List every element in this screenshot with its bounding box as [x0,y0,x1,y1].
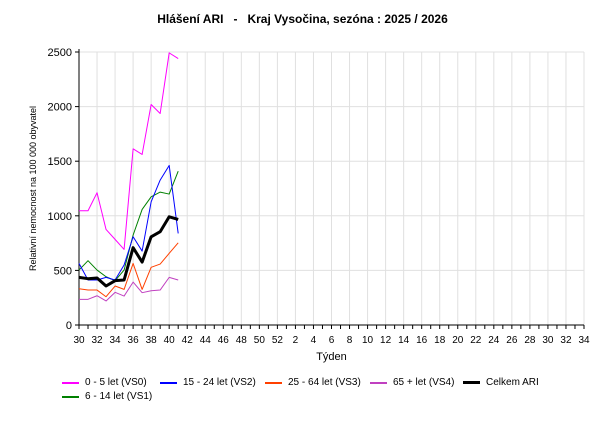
x-tick-label: 2 [293,335,299,346]
legend-item-celkem: Celkem ARI [463,377,539,388]
x-tick-label: 16 [416,335,428,346]
x-tick-label: 30 [73,335,85,346]
legend-swatch [463,381,480,384]
x-tick-label: 30 [542,335,554,346]
x-tick-label: 4 [311,335,317,346]
x-tick-label: 22 [470,335,482,346]
series-line-25-64-let-vs3- [78,242,179,298]
x-tick-label: 18 [434,335,446,346]
x-tick-label: 40 [164,335,176,346]
x-tick-label: 10 [362,335,374,346]
legend-swatch [160,381,177,384]
y-tick-label: 1500 [48,156,72,168]
legend-swatch [265,381,282,384]
x-tick-label: 34 [578,335,590,346]
x-tick-label: 44 [200,335,212,346]
x-axis-label: Týden [316,351,347,363]
series-line-6-14-let-vs1- [78,170,179,282]
x-tick-label: 32 [91,335,103,346]
legend-label: 0 - 5 let (VS0) [85,377,147,388]
legend-item-vs0: 0 - 5 let (VS0) [62,377,147,388]
legend-label: 15 - 24 let (VS2) [183,377,256,388]
y-tick-label: 500 [54,265,72,277]
legend-label: Celkem ARI [486,377,539,388]
x-tick-label: 6 [329,335,335,346]
chart-title: Hlášení ARI - Kraj Vysočina, sezóna : 20… [157,12,448,26]
legend-swatch [370,381,387,384]
x-tick-label: 24 [488,335,500,346]
legend-label: 6 - 14 let (VS1) [85,391,153,402]
legend-swatch [62,395,79,398]
x-tick-label: 38 [146,335,158,346]
legend-label: 65 + let (VS4) [393,377,455,388]
x-tick-label: 32 [560,335,572,346]
series-line-0-5-let-vs0- [79,52,179,250]
x-tick-label: 34 [110,335,122,346]
x-tick-label: 50 [254,335,266,346]
legend-item-vs1: 6 - 14 let (VS1) [62,391,152,402]
y-tick-label: 1000 [48,211,72,223]
legend-item-vs4: 65 + let (VS4) [370,377,454,388]
series-line-65-let-vs4- [79,276,179,302]
x-tick-label: 36 [128,335,140,346]
x-tick-label: 42 [182,335,194,346]
legend-swatch [62,381,79,384]
legend-item-vs2: 15 - 24 let (VS2) [160,377,256,388]
y-tick-label: 2000 [48,102,72,114]
x-tick-label: 14 [398,335,410,346]
x-tick-label: 26 [506,335,518,346]
x-tick-label: 28 [524,335,536,346]
y-axis-label: Relativní nemocnost na 100 000 obyvatel [28,106,38,271]
x-tick-label: 46 [218,335,230,346]
x-tick-label: 52 [272,335,284,346]
y-tick-label: 0 [66,320,72,332]
legend-label: 25 - 64 let (VS3) [288,377,361,388]
series-line-celkem-ari [78,215,179,288]
x-tick-label: 20 [452,335,464,346]
x-tick-label: 48 [236,335,248,346]
y-tick-label: 2500 [48,47,72,59]
x-tick-label: 8 [347,335,353,346]
series-line-15-24-let-vs2- [78,164,179,281]
x-tick-label: 12 [380,335,392,346]
legend-item-vs3: 25 - 64 let (VS3) [265,377,361,388]
